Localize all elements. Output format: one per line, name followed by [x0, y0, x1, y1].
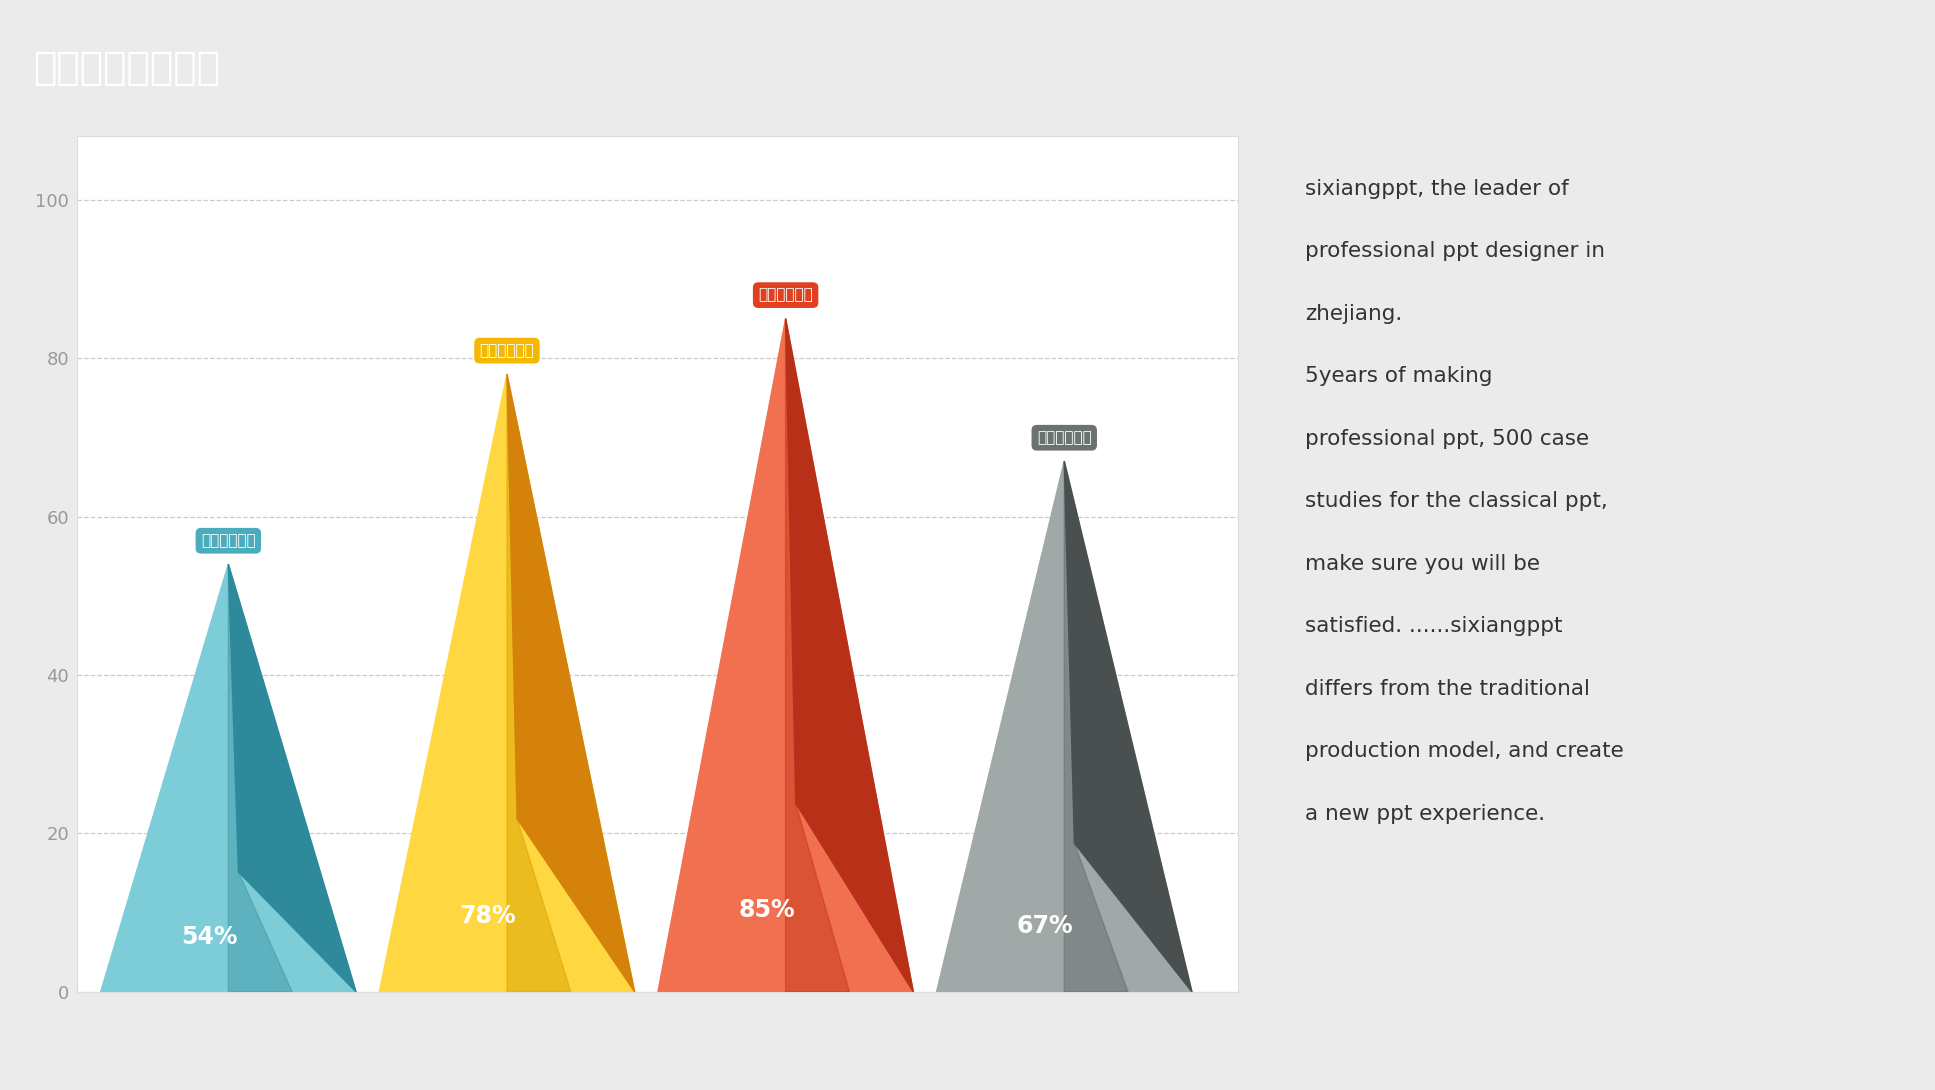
Polygon shape: [379, 374, 635, 992]
Text: 54%: 54%: [182, 925, 238, 949]
Text: 5years of making: 5years of making: [1306, 366, 1492, 387]
Text: professional ppt designer in: professional ppt designer in: [1306, 242, 1606, 262]
Polygon shape: [937, 461, 1192, 992]
Polygon shape: [658, 318, 913, 992]
Text: differs from the traditional: differs from the traditional: [1306, 679, 1591, 699]
Polygon shape: [786, 318, 849, 992]
Text: a new ppt experience.: a new ppt experience.: [1306, 803, 1546, 824]
Text: 85%: 85%: [737, 898, 795, 922]
Polygon shape: [507, 374, 635, 992]
Text: 双击添加文字: 双击添加文字: [480, 343, 534, 359]
Text: production model, and create: production model, and create: [1306, 741, 1623, 761]
Text: satisfied. ......sixiangppt: satisfied. ......sixiangppt: [1306, 616, 1563, 637]
Polygon shape: [228, 565, 356, 992]
Text: 67%: 67%: [1016, 913, 1074, 937]
Text: 双击添加文字: 双击添加文字: [201, 533, 255, 548]
Text: zhejiang.: zhejiang.: [1306, 304, 1403, 324]
Text: professional ppt, 500 case: professional ppt, 500 case: [1306, 428, 1589, 449]
Text: 78%: 78%: [459, 904, 517, 928]
Text: 双击添加文字: 双击添加文字: [1037, 431, 1091, 445]
Text: 双击添加文字: 双击添加文字: [759, 288, 813, 303]
Polygon shape: [1064, 461, 1192, 992]
Text: make sure you will be: make sure you will be: [1306, 554, 1540, 573]
Text: sixiangppt, the leader of: sixiangppt, the leader of: [1306, 179, 1569, 199]
Polygon shape: [507, 374, 571, 992]
Polygon shape: [786, 318, 913, 992]
Polygon shape: [101, 565, 356, 992]
Text: studies for the classical ppt,: studies for the classical ppt,: [1306, 492, 1608, 511]
Polygon shape: [1064, 461, 1128, 992]
Text: 双击此处添加标题: 双击此处添加标题: [33, 49, 219, 87]
Polygon shape: [228, 565, 292, 992]
